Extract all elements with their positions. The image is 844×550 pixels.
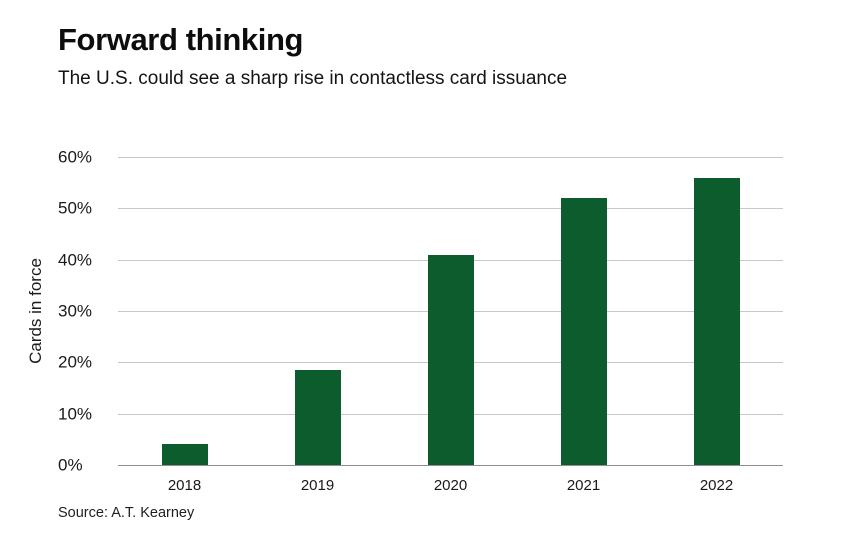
chart-subtitle: The U.S. could see a sharp rise in conta… <box>58 68 568 89</box>
y-tick-label-20: 20% <box>58 352 93 372</box>
x-tick-label-2019: 2019 <box>300 477 335 494</box>
y-tick-label-50: 50% <box>58 198 93 218</box>
y-axis-label: Cards in force <box>26 258 45 364</box>
x-tick-label-2022: 2022 <box>699 477 734 494</box>
y-tick-label-60: 60% <box>58 147 93 167</box>
plot-area: 0% 10% 20% 30% 40% 50% 60% 2018 2019 2020 2021 2022 <box>58 149 783 494</box>
y-tick-label-0: 0% <box>58 455 83 475</box>
x-tick-label-2021: 2021 <box>566 477 601 494</box>
bar-2021 <box>560 198 607 465</box>
gridline-0 <box>118 465 783 466</box>
source-note: Source: A.T. Kearney <box>58 505 195 521</box>
bar-2019 <box>294 370 341 465</box>
x-tick-label-2020: 2020 <box>433 477 468 494</box>
x-tick-label-2018: 2018 <box>167 477 202 494</box>
bar-2018 <box>161 444 208 465</box>
bar-2022 <box>693 177 740 465</box>
y-tick-label-30: 30% <box>58 301 93 321</box>
gridline-60 <box>118 157 783 158</box>
y-tick-label-10: 10% <box>58 404 93 424</box>
gridline-50 <box>118 208 783 210</box>
chart-title: Forward thinking <box>58 22 304 57</box>
bar-2020 <box>427 254 474 465</box>
y-tick-label-40: 40% <box>58 250 93 270</box>
